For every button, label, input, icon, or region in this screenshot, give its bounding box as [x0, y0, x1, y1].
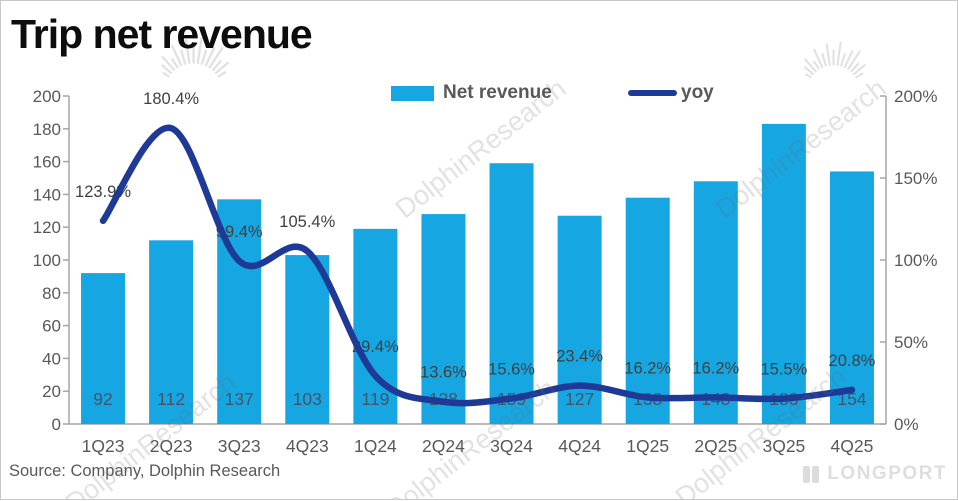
- right-axis-tick-label: 150%: [894, 169, 937, 188]
- x-axis-category-label: 4Q23: [286, 436, 329, 456]
- bar-2Q25: [694, 181, 738, 424]
- left-axis-tick-label: 80: [42, 284, 61, 303]
- left-axis-tick-label: 20: [42, 382, 61, 401]
- legend-item-net-revenue: Net revenue: [391, 82, 552, 104]
- yoy-value-label: 16.2%: [692, 359, 739, 377]
- longport-logo-icon: [803, 466, 819, 483]
- longport-label: LONGPORT: [827, 463, 947, 485]
- left-axis-tick-label: 140: [33, 185, 61, 204]
- x-axis-category-label: 4Q24: [558, 436, 601, 456]
- left-axis-tick-label: 100: [33, 251, 61, 270]
- x-axis-category-label: 3Q24: [490, 436, 533, 456]
- left-axis-tick-label: 200: [33, 87, 61, 106]
- left-axis-tick-label: 0: [52, 415, 61, 434]
- right-axis-tick-label: 0%: [894, 415, 919, 434]
- bar-value-label: 137: [225, 389, 254, 409]
- bar-3Q24: [490, 163, 534, 424]
- x-axis-category-label: 4Q25: [831, 436, 874, 456]
- x-axis-category-label: 1Q25: [626, 436, 669, 456]
- bar-value-label: 112: [157, 389, 185, 409]
- bar-4Q25: [830, 171, 874, 424]
- x-axis-category-label: 2Q25: [694, 436, 737, 456]
- bar-value-label: 127: [565, 389, 594, 409]
- bar-3Q25: [762, 124, 806, 424]
- yoy-value-label: 105.4%: [279, 213, 335, 231]
- right-axis-tick-label: 100%: [894, 251, 937, 270]
- legend-label-net-revenue: Net revenue: [443, 82, 552, 104]
- left-axis-tick-label: 120: [33, 218, 61, 237]
- left-axis-tick-label: 160: [33, 153, 61, 172]
- net-revenue-swatch-icon: [391, 86, 434, 101]
- yoy-value-label: 15.6%: [488, 360, 535, 378]
- yoy-value-label: 16.2%: [624, 359, 671, 377]
- bar-value-label: 92: [93, 389, 112, 409]
- yoy-line: [103, 128, 852, 403]
- x-axis-category-label: 1Q24: [354, 436, 397, 456]
- legend-label-yoy: yoy: [681, 82, 714, 104]
- source-note: Source: Company, Dolphin Research: [9, 462, 280, 481]
- x-axis-category-label: 3Q25: [762, 436, 805, 456]
- yoy-value-label: 15.5%: [760, 361, 807, 379]
- yoy-swatch-icon: [628, 90, 677, 96]
- left-axis-tick-label: 40: [42, 349, 61, 368]
- yoy-value-label: 20.8%: [829, 352, 876, 370]
- right-axis-tick-label: 50%: [894, 333, 928, 352]
- x-axis-category-label: 1Q23: [82, 436, 125, 456]
- right-axis-tick-label: 200%: [894, 87, 937, 106]
- x-axis-category-label: 2Q24: [422, 436, 465, 456]
- left-axis-tick-label: 180: [33, 120, 61, 139]
- left-axis-tick-label: 60: [42, 317, 61, 336]
- yoy-value-label: 180.4%: [143, 90, 199, 108]
- bar-value-label: 119: [361, 389, 389, 409]
- legend-item-yoy: yoy: [628, 82, 714, 104]
- x-axis-category-label: 2Q23: [150, 436, 193, 456]
- yoy-value-label: 23.4%: [556, 348, 603, 366]
- bar-value-label: 103: [293, 389, 322, 409]
- longport-watermark: LONGPORT: [803, 463, 947, 485]
- x-axis-category-label: 3Q23: [218, 436, 261, 456]
- chart-title: Trip net revenue: [11, 11, 312, 58]
- yoy-value-label: 13.6%: [420, 364, 467, 382]
